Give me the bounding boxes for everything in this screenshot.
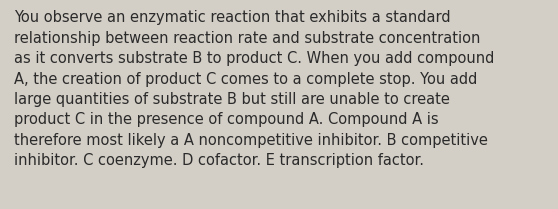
Text: You observe an enzymatic reaction that exhibits a standard
relationship between : You observe an enzymatic reaction that e… <box>14 10 494 168</box>
